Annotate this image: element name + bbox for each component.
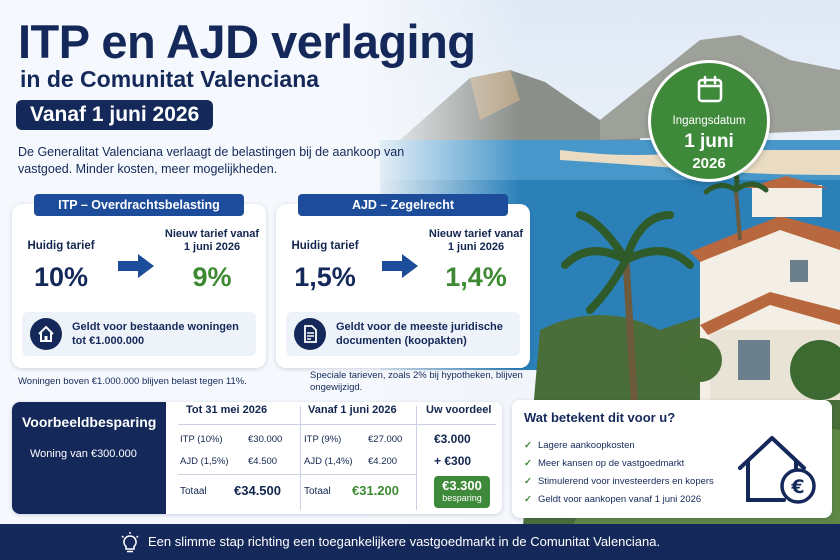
page-subtitle: in de Comunitat Valenciana	[20, 66, 320, 92]
date-pill: Vanaf 1 juni 2026	[16, 100, 214, 130]
new-ajd-label: AJD (1,4%)	[304, 456, 353, 467]
example-title: Voorbeeldbesparing	[22, 414, 157, 430]
bottom-bar: Een slimme stap richting een toegankelij…	[0, 524, 840, 560]
ajd-current-value: 1,5%	[294, 262, 356, 292]
example-subtitle: Woning van €300.000	[30, 448, 137, 460]
ajd-header: AJD – Zegelrecht	[298, 194, 508, 216]
example-savings-panel: Voorbeeldbesparing Woning van €300.000 T…	[12, 402, 502, 514]
benefit-ajd: + €300	[434, 454, 472, 468]
bottom-bar-text: Een slimme stap richting een toegankelij…	[148, 534, 661, 549]
itp-card: ITP – Overdrachtsbelasting Huidig tarief…	[12, 194, 266, 368]
ajd-footnote: Speciale tarieven, zoals 2% bij hypothek…	[310, 370, 523, 393]
what-item: ✓ Stimulerend voor investeerders en koper…	[524, 476, 714, 487]
benefit-itp: €3.000	[434, 432, 471, 446]
badge-day: 1 juni	[684, 131, 734, 152]
new-ajd-value: €4.200	[368, 456, 398, 467]
what-item-text: Stimulerend voor investeerders en kopers	[537, 476, 714, 487]
new-total-label: Totaal	[304, 486, 331, 497]
arrow-right-icon	[118, 254, 154, 278]
badge-year: 2026	[692, 155, 726, 172]
new-itp-label: ITP (9%)	[304, 434, 342, 445]
header-divider	[178, 424, 496, 425]
old-total-value: €34.500	[234, 483, 281, 498]
lightbulb-icon	[121, 532, 139, 553]
column-divider	[300, 406, 301, 510]
ajd-note: Geldt voor de meeste juridische document…	[286, 312, 520, 356]
arrow-right-icon	[382, 254, 418, 278]
ajd-card: AJD – Zegelrecht Huidig tarief 1,5% Nieu…	[276, 194, 530, 368]
what-item-text: Meer kansen op de vastgoedmarkt	[537, 458, 685, 469]
svg-text:€: €	[790, 476, 804, 498]
old-itp-value: €30.000	[248, 434, 283, 445]
old-ajd-value: €4.500	[248, 456, 278, 467]
what-panel: Wat betekent dit voor u? ✓ Lagere aankoop…	[512, 400, 832, 518]
itp-header: ITP – Overdrachtsbelasting	[34, 194, 244, 216]
itp-footnote: Woningen boven €1.000.000 blijven belast…	[18, 376, 247, 387]
what-item-text: Lagere aankoopkosten	[537, 440, 635, 451]
saving-label: besparing	[442, 493, 482, 503]
page-title: ITP en AJD verlaging	[18, 15, 476, 68]
what-item-text: Geldt voor aankopen vanaf 1 juni 2026	[537, 494, 702, 505]
old-ajd-label: AJD (1,5%)	[180, 456, 229, 467]
saving-value: €3.300	[442, 478, 482, 493]
col-new-header: Vanaf 1 juni 2026	[308, 404, 397, 416]
effective-date-badge: Ingangsdatum 1 juni 2026	[648, 60, 770, 182]
badge-label: Ingangsdatum	[672, 115, 746, 127]
ajd-note-text: Geldt voor de meeste juridische document…	[336, 321, 503, 347]
itp-note-text: Geldt voor bestaande woningen tot €1.000…	[72, 321, 239, 347]
example-title-block: Voorbeeldbesparing Woning van €300.000	[12, 402, 166, 514]
check-icon: ✓	[524, 494, 532, 505]
saving-box: €3.300 besparing	[434, 476, 490, 508]
house-icon	[30, 318, 62, 350]
palm-leaves	[561, 211, 694, 314]
itp-note: Geldt voor bestaande woningen tot €1.000…	[22, 312, 256, 356]
check-icon: ✓	[524, 458, 532, 469]
what-item: ✓ Geldt voor aankopen vanaf 1 juni 2026	[524, 494, 701, 505]
itp-current-value: 10%	[33, 262, 89, 292]
what-item: ✓ Lagere aankoopkosten	[524, 440, 635, 451]
what-item: ✓ Meer kansen op de vastgoedmarkt	[524, 458, 684, 469]
intro-text: De Generalitat Valenciana verlaagt de be…	[18, 145, 405, 176]
total-divider	[178, 474, 416, 475]
old-total-label: Totaal	[180, 486, 207, 497]
ajd-new-value: 1,4%	[445, 262, 507, 292]
new-itp-value: €27.000	[368, 434, 403, 445]
document-icon	[294, 318, 326, 350]
calendar-icon	[697, 75, 723, 103]
col-benefit-header: Uw voordeel	[426, 404, 492, 416]
col-old-header: Tot 31 mei 2026	[186, 404, 268, 416]
ajd-new-label: Nieuw tarief vanaf 1 juni 2026	[428, 228, 524, 253]
check-icon: ✓	[524, 476, 532, 487]
column-divider	[416, 406, 417, 510]
check-icon: ✓	[524, 440, 532, 451]
new-total-value: €31.200	[352, 483, 399, 498]
ajd-current-label: Huidig tarief	[291, 240, 359, 252]
house-euro-icon: €	[738, 436, 816, 504]
itp-new-value: 9%	[192, 262, 232, 292]
itp-current-label: Huidig tarief	[27, 240, 95, 252]
itp-new-label: Nieuw tarief vanaf 1 juni 2026	[164, 228, 260, 253]
old-itp-label: ITP (10%)	[180, 434, 223, 445]
what-title: Wat betekent dit voor u?	[524, 410, 676, 425]
